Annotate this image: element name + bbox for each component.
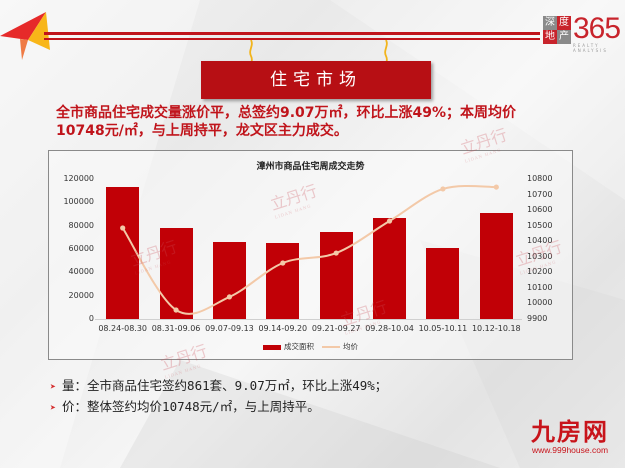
y-tick-left: 100000 <box>63 197 94 207</box>
bar <box>212 242 246 319</box>
triangle-bullet-icon: ➤ <box>50 403 57 414</box>
legend-bar-swatch-icon <box>263 344 281 350</box>
footer-logo-999house: 九房网 www.999house.com <box>520 417 620 456</box>
x-tick: 08.24-08.30 <box>98 324 148 333</box>
line-series <box>120 184 499 315</box>
y-tick-right: 10300 <box>527 251 553 261</box>
y-tick-right: 10000 <box>527 298 553 308</box>
y-tick-right: 10500 <box>527 220 553 230</box>
legend-line-swatch-icon <box>322 346 340 348</box>
summary-bullets: ➤ 量：全市商品住宅签约861套、9.07万㎡，环比上涨49%； ➤ 价：整体签约均… <box>50 376 387 418</box>
y-tick-right: 10200 <box>527 267 553 277</box>
bar <box>426 247 460 319</box>
y-tick-left: 120000 <box>63 174 94 183</box>
x-tick: 10.12-10.18 <box>471 324 521 333</box>
line-point <box>226 294 233 300</box>
y-tick-right: 10600 <box>527 205 553 215</box>
bar <box>266 243 300 319</box>
bar <box>319 231 353 319</box>
headline-line-1: 全市商品住宅成交量涨价平，总签约9.07万㎡，环比上涨49%；本周均价 <box>56 105 517 121</box>
bullet-volume: ➤ 量：全市商品住宅签约861套、9.07万㎡，环比上涨49%； <box>50 378 388 393</box>
y-tick-right: 10800 <box>527 174 553 183</box>
y-tick-right: 10100 <box>527 282 553 292</box>
y-tick-right: 10400 <box>527 236 553 246</box>
line-point <box>120 225 126 231</box>
y-tick-left: 60000 <box>68 244 94 253</box>
line-point <box>280 260 286 266</box>
brand-logo-365: 深 度 地 产 365 REALTY ANALYSIS <box>543 12 623 53</box>
logo-char: 度 <box>557 16 571 30</box>
footer-logo-main: 九房网 <box>531 417 609 446</box>
x-axis-baseline <box>95 319 522 320</box>
logo-number: 365 <box>573 12 621 45</box>
logo-char: 深 <box>543 16 557 30</box>
line-point <box>173 307 179 313</box>
headline-line-2: 10748元/㎡，与上周持平，龙文区主力成交。 <box>56 123 348 139</box>
y-tick-left: 80000 <box>68 220 94 230</box>
line-point <box>493 184 499 190</box>
bar <box>159 228 193 319</box>
logo-char: 地 <box>543 30 557 44</box>
bar <box>479 213 513 319</box>
line-point <box>333 250 339 256</box>
bullet-price: ➤ 价：整体签约均价10748元/㎡，与上周持平。 <box>50 399 320 414</box>
legend-label-area: 成交面积 <box>284 342 314 351</box>
chart-title: 漳州市商品住宅周成交走势 <box>256 162 365 172</box>
header-rule-thin <box>44 38 540 40</box>
bar <box>373 217 407 319</box>
logo-char: 产 <box>557 30 571 44</box>
chart-container: 漳州市商品住宅周成交走势 120000 100000 80000 60000 40000… <box>48 150 573 360</box>
x-tick: 09.14-09.20 <box>258 324 308 333</box>
section-title-sign: 住宅市场 <box>201 61 431 99</box>
x-tick: 09.28-10.04 <box>365 324 414 333</box>
paper-plane-arrow-icon <box>0 12 50 60</box>
x-tick: 09.21-09.27 <box>311 324 361 333</box>
x-tick: 09.07-09.13 <box>205 324 254 333</box>
y-tick-left: 20000 <box>68 290 94 300</box>
legend-label-price: 均价 <box>343 342 358 351</box>
bar <box>106 187 140 319</box>
y-tick-left: 40000 <box>68 267 94 277</box>
logo-subtitle: REALTY ANALYSIS <box>573 43 608 53</box>
triangle-bullet-icon: ➤ <box>50 382 57 393</box>
chart-legend: 成交面积 均价 <box>49 341 572 352</box>
x-tick: 08.31-09.06 <box>151 324 201 333</box>
header-rule <box>44 32 540 35</box>
line-point <box>386 218 393 224</box>
y-tick-right: 10700 <box>527 189 553 199</box>
line-point <box>440 186 446 192</box>
headline: 全市商品住宅成交量涨价平，总签约9.07万㎡，环比上涨49%；本周均价 1074… <box>56 104 596 140</box>
y-tick-right: 9900 <box>527 314 548 323</box>
x-tick: 10.05-10.11 <box>418 324 468 333</box>
footer-logo-url: www.999house.com <box>531 445 609 455</box>
y-tick-left: 0 <box>88 314 94 323</box>
